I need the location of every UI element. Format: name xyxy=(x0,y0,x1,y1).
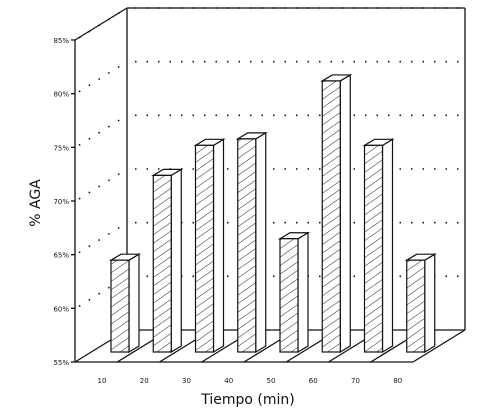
x-tick-label: 60 xyxy=(309,377,318,385)
x-tick-label: 50 xyxy=(267,377,276,385)
x-tick-label: 40 xyxy=(224,377,233,385)
bar xyxy=(362,138,395,354)
y-tick-label: 80% xyxy=(53,91,69,99)
bar xyxy=(151,168,184,354)
y-tick-label: 55% xyxy=(53,359,69,367)
bar xyxy=(320,73,353,354)
y-tick-label: 65% xyxy=(53,252,69,260)
bar-side xyxy=(424,253,436,354)
y-tick-label: 75% xyxy=(53,144,69,152)
bar-front xyxy=(194,144,215,353)
bar-side xyxy=(128,253,140,354)
bar-front xyxy=(152,174,172,353)
floor-right-edge xyxy=(412,329,466,363)
y-tick-label: 85% xyxy=(53,37,69,45)
bar-side xyxy=(170,168,182,354)
x-tick-label: 70 xyxy=(351,377,360,385)
bar-side xyxy=(339,73,351,354)
y-tick-label: 60% xyxy=(53,305,69,313)
bar-front xyxy=(363,144,384,353)
depth-gridline xyxy=(78,60,128,93)
bar xyxy=(277,231,311,354)
bar-side xyxy=(381,138,394,354)
depth-gridline xyxy=(78,221,128,254)
bar-side xyxy=(255,131,267,354)
bar-front xyxy=(279,238,299,353)
bar xyxy=(193,138,226,354)
bar-front xyxy=(110,259,130,353)
x-tick-labels: 10 20 30 40 50 60 70 80 xyxy=(98,377,403,385)
bars xyxy=(108,73,437,354)
bar xyxy=(108,253,142,354)
y-tick-label: 70% xyxy=(53,198,69,206)
bar xyxy=(404,253,437,354)
bar-side xyxy=(212,138,225,354)
x-tick-label: 10 xyxy=(98,377,107,385)
bar xyxy=(235,131,268,354)
bar-front xyxy=(406,259,426,353)
x-tick-label: 30 xyxy=(182,377,191,385)
y-axis-label: % AGA xyxy=(28,179,44,227)
x-tick-label: 20 xyxy=(140,377,149,385)
bar-side xyxy=(297,231,309,354)
x-axis-label: Tiempo (min) xyxy=(200,392,295,408)
bar-front xyxy=(237,138,257,353)
depth-gridline xyxy=(78,114,128,147)
depth-gridline xyxy=(78,7,128,39)
bar-front xyxy=(321,80,341,353)
depth-gridline xyxy=(78,168,128,200)
y-tick-labels: 55% 60% 65% 70% 75% 80% 85% xyxy=(53,37,75,367)
x-tick-label: 80 xyxy=(393,377,402,385)
